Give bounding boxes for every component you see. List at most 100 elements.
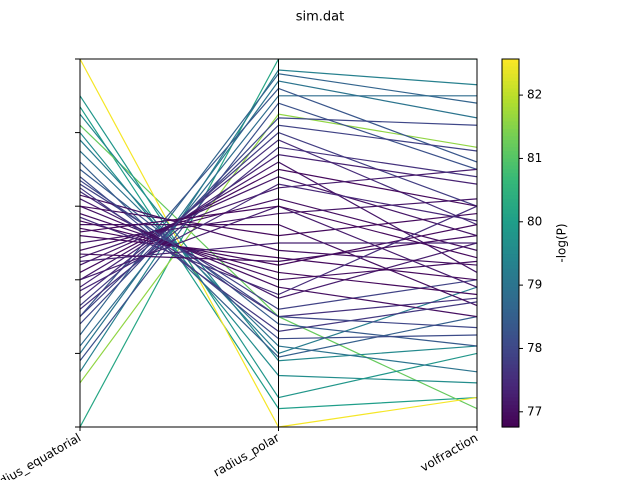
colorbar-segment bbox=[502, 386, 519, 391]
colorbar-segment bbox=[502, 401, 519, 406]
colorbar-segment bbox=[502, 235, 519, 240]
colorbar-tick-label: 79 bbox=[527, 278, 542, 292]
colorbar-segment bbox=[502, 327, 519, 332]
colorbar-segment bbox=[502, 412, 519, 417]
colorbar-segment bbox=[502, 331, 519, 336]
colorbar-segment bbox=[502, 180, 519, 185]
colorbar-segment bbox=[502, 125, 519, 130]
colorbar-segment bbox=[502, 139, 519, 145]
colorbar-segment bbox=[502, 323, 519, 329]
colorbar-segment bbox=[502, 59, 519, 64]
colorbar-segment bbox=[502, 228, 519, 233]
colorbar-segment bbox=[502, 117, 519, 123]
colorbar-segment bbox=[502, 379, 519, 384]
colorbar-segment bbox=[502, 239, 519, 244]
colorbar-segment bbox=[502, 191, 519, 196]
colorbar-segment bbox=[502, 128, 519, 134]
colorbar-segment bbox=[502, 320, 519, 325]
colorbar-segment bbox=[502, 106, 519, 112]
colorbar-segment bbox=[502, 353, 519, 358]
colorbar-segment bbox=[502, 268, 519, 274]
colorbar-segment bbox=[502, 338, 519, 343]
colorbar-segment bbox=[502, 66, 519, 71]
colorbar-segment bbox=[502, 415, 519, 421]
colorbar-segment bbox=[502, 335, 519, 340]
colorbar-frame bbox=[501, 58, 520, 428]
colorbar-segment bbox=[502, 162, 519, 167]
colorbar-segment bbox=[502, 342, 519, 347]
colorbar-segment bbox=[502, 301, 519, 307]
colorbar-segment bbox=[502, 151, 519, 156]
colorbar-segment bbox=[502, 92, 519, 97]
colorbar-segment bbox=[502, 224, 519, 229]
colorbar-segment bbox=[502, 371, 519, 377]
colorbar-segment bbox=[502, 243, 519, 248]
colorbar-segment bbox=[502, 283, 519, 288]
colorbar-segment bbox=[502, 184, 519, 189]
colorbar-segment bbox=[502, 254, 519, 259]
colorbar-segment bbox=[502, 95, 519, 101]
colorbar-segment bbox=[502, 250, 519, 255]
colorbar-segment bbox=[502, 294, 519, 299]
colorbar-segment bbox=[502, 121, 519, 126]
colorbar-segment bbox=[502, 110, 519, 115]
colorbar-segment bbox=[502, 136, 519, 141]
x-tick-label: radius_polar bbox=[211, 430, 282, 479]
colorbar-segment bbox=[502, 276, 519, 281]
colorbar-segment bbox=[502, 390, 519, 395]
colorbar-segment bbox=[502, 364, 519, 369]
colorbar-tick-label: 77 bbox=[527, 404, 542, 418]
colorbar-segment bbox=[502, 346, 519, 351]
colorbar-segment bbox=[502, 132, 519, 137]
colorbar-segment bbox=[502, 305, 519, 310]
colorbar-segment bbox=[502, 103, 519, 108]
colorbar-segment bbox=[502, 62, 519, 67]
colorbar-segment bbox=[502, 220, 519, 226]
colorbar-segment bbox=[502, 423, 519, 428]
colorbar-segment bbox=[502, 265, 519, 270]
colorbar-segment bbox=[502, 368, 519, 373]
colorbar-segment bbox=[502, 316, 519, 321]
colorbar-segment bbox=[502, 360, 519, 366]
colorbar-segment bbox=[502, 158, 519, 163]
colorbar-segment bbox=[502, 169, 519, 174]
colorbar-tick-label: 81 bbox=[527, 151, 542, 165]
colorbar-segment bbox=[502, 81, 519, 86]
chart-title: sim.dat bbox=[296, 10, 345, 25]
colorbar-segment bbox=[502, 397, 519, 402]
colorbar-segment bbox=[502, 154, 519, 159]
colorbar-segment bbox=[502, 195, 519, 200]
colorbar-segment bbox=[502, 419, 519, 424]
colorbar-segment bbox=[502, 88, 519, 93]
colorbar-segment bbox=[502, 70, 519, 75]
colorbar-segment bbox=[502, 165, 519, 170]
colorbar-segment bbox=[502, 375, 519, 380]
colorbar-segment bbox=[502, 99, 519, 104]
colorbar-segment bbox=[502, 290, 519, 296]
colorbar-segment bbox=[502, 173, 519, 178]
colorbar-segment bbox=[502, 114, 519, 119]
colorbar-segment bbox=[502, 206, 519, 211]
colorbar-segment bbox=[502, 357, 519, 362]
x-tick-label: radius_equatorial bbox=[0, 431, 83, 480]
colorbar-segment bbox=[502, 393, 519, 399]
colorbar-label: -log(P) bbox=[555, 223, 569, 262]
colorbar-segment bbox=[502, 209, 519, 215]
data-line bbox=[80, 59, 477, 427]
colorbar-segment bbox=[502, 143, 519, 148]
colorbar-segment bbox=[502, 261, 519, 266]
colorbar-segment bbox=[502, 272, 519, 277]
colorbar-segment bbox=[502, 349, 519, 354]
colorbar-segment bbox=[502, 176, 519, 182]
colorbar-tick-label: 82 bbox=[527, 88, 542, 102]
colorbar-segment bbox=[502, 147, 519, 152]
colorbar-tick-label: 80 bbox=[527, 214, 542, 228]
colorbar-segment bbox=[502, 217, 519, 222]
colorbar-segment bbox=[502, 382, 519, 388]
colorbar-segment bbox=[502, 298, 519, 303]
colorbar-segment bbox=[502, 77, 519, 82]
colorbar-segment bbox=[502, 257, 519, 262]
colorbar-segment bbox=[502, 73, 519, 78]
colorbar-segment bbox=[502, 408, 519, 413]
